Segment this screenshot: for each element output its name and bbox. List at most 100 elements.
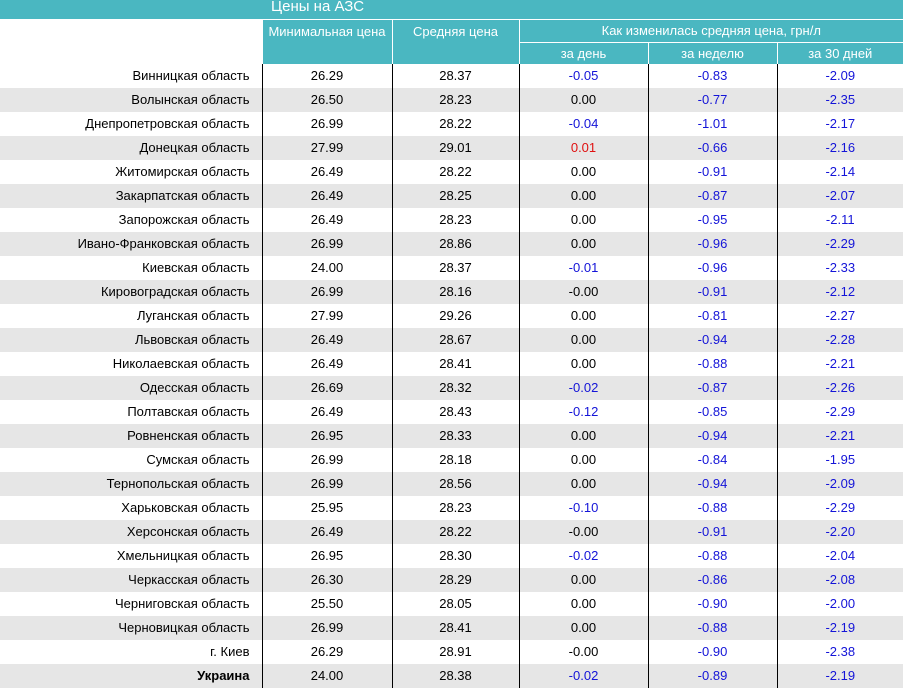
table-row: Харьковская область 25.95 28.23 -0.10 -0.88-… [0, 496, 903, 520]
min-price-cell: 27.99 [261, 304, 392, 328]
min-price-cell: 26.49 [261, 208, 392, 232]
avg-price-header: Средняя цена [391, 20, 519, 64]
day-change-cell: -0.12 [518, 400, 648, 424]
table-row: Полтавская область 26.49 28.43 -0.12 -0.85 -2… [0, 400, 903, 424]
table-row: Черниговская область 25.50 28.05 0.00 -0.90-… [0, 592, 903, 616]
min-price-cell: 26.29 [261, 64, 392, 88]
table-row: Днепропетровская область 26.99 28.22 -0.04-… [0, 112, 903, 136]
week-change-header: за неделю [647, 42, 777, 64]
month-change-cell: -2.12 [776, 280, 903, 304]
week-change-cell: -0.88 [647, 496, 777, 520]
avg-price-cell: 28.23 [391, 208, 519, 232]
day-change-cell: -0.00 [518, 640, 648, 664]
day-change-cell: -0.10 [518, 496, 648, 520]
week-change-cell: -1.01 [647, 112, 777, 136]
week-change-cell: -0.94 [647, 472, 777, 496]
table-row: Херсонская область 26.49 28.22 -0.00 -0.91 -2… [0, 520, 903, 544]
avg-price-cell: 28.16 [391, 280, 519, 304]
week-change-cell: -0.88 [647, 616, 777, 640]
region-cell: Николаевская область [112, 356, 250, 371]
min-price-cell: 26.49 [261, 184, 392, 208]
month-change-cell: -2.08 [776, 568, 903, 592]
week-change-cell: -0.91 [647, 520, 777, 544]
day-change-cell: 0.00 [518, 424, 648, 448]
month-change-cell: -2.04 [776, 544, 903, 568]
month-change-cell: -2.21 [776, 352, 903, 376]
day-change-cell: 0.00 [518, 448, 648, 472]
month-change-cell: -2.26 [776, 376, 903, 400]
table-row: Одесская область 26.69 28.32 -0.02 -0.87 -2.2… [0, 376, 903, 400]
avg-price-cell: 28.43 [391, 400, 519, 424]
day-change-cell: 0.00 [518, 616, 648, 640]
page-title: Цены на АЗС [271, 0, 365, 15]
day-change-cell: 0.00 [518, 304, 648, 328]
week-change-cell: -0.87 [647, 184, 777, 208]
region-cell: Черновицкая область [0, 616, 262, 640]
week-change-cell: -0.66 [647, 136, 777, 160]
region-cell: Харьковская область [121, 500, 250, 515]
avg-price-cell: 28.23 [391, 88, 519, 112]
day-change-cell: 0.00 [518, 352, 648, 376]
avg-price-cell: 28.30 [391, 544, 519, 568]
day-change-cell: 0.00 [518, 328, 648, 352]
day-change-cell: -0.00 [518, 520, 648, 544]
min-price-cell: 26.95 [261, 424, 392, 448]
table-row: г. Киев 26.29 28.91 -0.00 -0.90 -2.38 [0, 640, 903, 664]
avg-price-cell: 28.25 [391, 184, 519, 208]
week-change-cell: -0.96 [647, 232, 777, 256]
change-group-header: Как изменилась средняя цена, грн/л [518, 20, 903, 43]
avg-price-cell: 28.22 [391, 160, 519, 184]
month-change-cell: -2.35 [776, 88, 903, 112]
avg-price-cell: 28.41 [391, 352, 519, 376]
min-price-cell: 24.00 [261, 256, 392, 280]
region-cell: Запорожская область [118, 212, 250, 227]
day-change-cell: -0.02 [518, 376, 648, 400]
avg-price-cell: 28.56 [391, 472, 519, 496]
region-cell: Волынская область [0, 88, 262, 112]
region-cell: Полтавская область [127, 404, 250, 419]
avg-price-cell: 28.23 [391, 496, 519, 520]
month-change-cell: -2.29 [776, 400, 903, 424]
month-change-cell: -2.00 [776, 592, 903, 616]
month-change-cell: -2.33 [776, 256, 903, 280]
week-change-cell: -0.91 [647, 160, 777, 184]
region-cell: Житомирская область [115, 164, 250, 179]
day-change-cell: 0.00 [518, 472, 648, 496]
region-cell: Кировоградская область [0, 280, 262, 304]
min-price-cell: 25.50 [261, 592, 392, 616]
week-change-cell: -0.88 [647, 352, 777, 376]
min-price-cell: 26.69 [261, 376, 392, 400]
min-price-cell: 26.99 [261, 112, 392, 136]
region-cell: Черкасская область [0, 568, 262, 592]
table-row: Донецкая область 27.99 29.01 0.01 -0.66 -2.16 [0, 136, 903, 160]
avg-price-cell: 28.05 [391, 592, 519, 616]
table-row: Волынская область 26.50 28.23 0.00 -0.77 -2.3… [0, 88, 903, 112]
min-price-cell: 26.50 [261, 88, 392, 112]
avg-price-cell: 28.32 [391, 376, 519, 400]
month-change-cell: -2.21 [776, 424, 903, 448]
week-change-cell: -0.90 [647, 640, 777, 664]
region-cell: Тернопольская область [0, 472, 262, 496]
region-cell: Сумская область [146, 452, 250, 467]
month-change-cell: -2.17 [776, 112, 903, 136]
day-change-cell: 0.00 [518, 88, 648, 112]
day-change-cell: 0.00 [518, 184, 648, 208]
day-change-cell: 0.00 [518, 568, 648, 592]
week-change-cell: -0.95 [647, 208, 777, 232]
week-change-cell: -0.94 [647, 328, 777, 352]
week-change-cell: -0.83 [647, 64, 777, 88]
region-header [0, 20, 262, 64]
week-change-cell: -0.84 [647, 448, 777, 472]
avg-price-cell: 28.91 [391, 640, 519, 664]
table-row: Черкасская область 26.30 28.29 0.00 -0.86 -2.… [0, 568, 903, 592]
month-change-cell: -2.29 [776, 496, 903, 520]
day-change-header: за день [518, 42, 648, 64]
month-change-cell: -2.27 [776, 304, 903, 328]
avg-price-cell: 28.33 [391, 424, 519, 448]
month-change-cell: -2.16 [776, 136, 903, 160]
min-price-cell: 26.95 [261, 544, 392, 568]
min-price-cell: 26.49 [261, 328, 392, 352]
week-change-cell: -0.88 [647, 544, 777, 568]
week-change-cell: -0.96 [647, 256, 777, 280]
avg-price-cell: 28.37 [391, 64, 519, 88]
